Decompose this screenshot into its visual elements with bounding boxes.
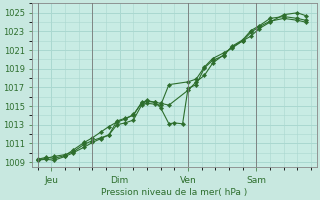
X-axis label: Pression niveau de la mer( hPa ): Pression niveau de la mer( hPa ): [101, 188, 247, 197]
